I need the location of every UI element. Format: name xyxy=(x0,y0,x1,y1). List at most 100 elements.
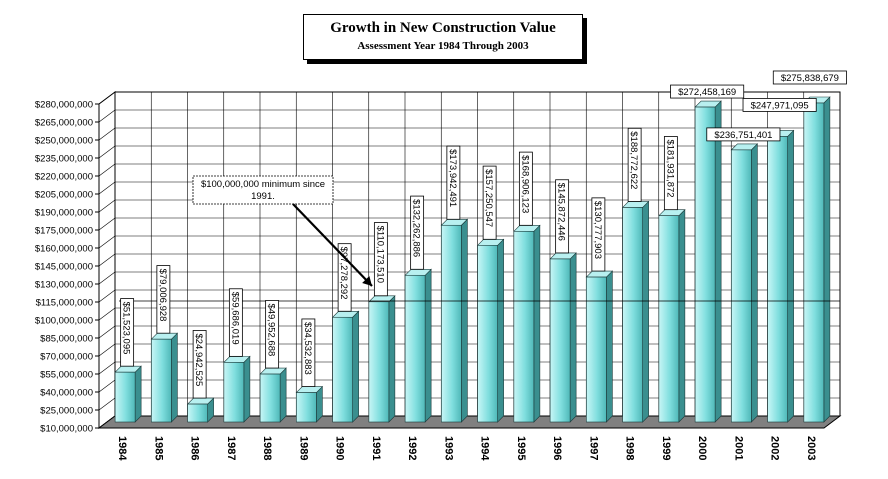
bar xyxy=(223,355,251,423)
y-tick-label: $25,000,000 xyxy=(40,406,93,417)
x-tick-label: 1987 xyxy=(225,436,237,460)
annotation-arrowhead xyxy=(362,276,372,286)
bar xyxy=(803,96,831,423)
grid-line-side xyxy=(98,361,116,375)
grid-line-side xyxy=(98,217,116,231)
annotation-text-2: 1991. xyxy=(251,191,275,202)
grid-line-side xyxy=(98,163,116,177)
data-label: $145,872,446 xyxy=(555,179,570,254)
svg-text:$181,931,872: $181,931,872 xyxy=(664,139,675,197)
x-tick-label: 2002 xyxy=(769,436,781,460)
y-tick-label: $235,000,000 xyxy=(35,154,93,165)
y-tick-label: $115,000,000 xyxy=(36,298,93,309)
bar xyxy=(440,218,469,423)
svg-text:$79,006,928: $79,006,928 xyxy=(157,269,168,322)
grid-line-side xyxy=(98,127,116,141)
x-tick-label: 1994 xyxy=(479,436,491,461)
grid-line-side xyxy=(98,343,116,357)
grid-line-side xyxy=(98,325,116,339)
y-tick-label: $265,000,000 xyxy=(35,118,93,129)
x-tick-label: 1984 xyxy=(116,436,128,461)
svg-text:$34,532,883: $34,532,883 xyxy=(302,322,313,375)
x-tick-label: 1998 xyxy=(624,436,636,460)
data-label: $275,838,679 xyxy=(772,70,847,85)
x-tick-label: 1995 xyxy=(515,436,527,460)
bar xyxy=(476,238,505,423)
y-tick-label: $220,000,000 xyxy=(35,172,93,183)
svg-text:$145,872,446: $145,872,446 xyxy=(556,183,567,241)
svg-text:$24,942,525: $24,942,525 xyxy=(193,333,204,386)
y-tick-label: $145,000,000 xyxy=(35,262,93,273)
y-tick-label: $40,000,000 xyxy=(40,388,93,399)
grid-line-side xyxy=(98,145,116,159)
x-tick-label: 2000 xyxy=(696,436,708,460)
svg-text:$110,173,510: $110,173,510 xyxy=(374,226,385,283)
svg-text:$51,523,095: $51,523,095 xyxy=(121,302,132,355)
bar xyxy=(331,310,360,423)
y-tick-label: $10,000,000 xyxy=(40,424,93,435)
y-tick-label: $175,000,000 xyxy=(35,226,93,237)
bar xyxy=(585,270,614,423)
svg-text:$275,838,679: $275,838,679 xyxy=(781,73,839,84)
y-tick-label: $160,000,000 xyxy=(35,244,93,255)
data-label: $188,772,622 xyxy=(627,127,642,202)
data-label: $59,686,019 xyxy=(228,288,243,357)
data-label: $34,532,883 xyxy=(301,318,316,387)
svg-text:$247,971,095: $247,971,095 xyxy=(751,100,809,111)
bar xyxy=(549,252,577,423)
x-tick-label: 1999 xyxy=(660,436,672,460)
chart-title-box: Growth in New Construction Value Assessm… xyxy=(303,14,583,60)
y-tick-label: $70,000,000 xyxy=(40,352,93,363)
bar xyxy=(766,129,795,423)
grid-line-side xyxy=(98,235,116,249)
y-axis-ticks: $10,000,000 $25,000,000 $40,000,000 $55,000… xyxy=(35,100,99,435)
data-label: $272,458,169 xyxy=(670,84,745,99)
svg-text:$272,458,169: $272,458,169 xyxy=(678,87,736,98)
y-tick-label: $205,000,000 xyxy=(35,190,93,201)
x-tick-label: 1986 xyxy=(189,436,201,460)
annotation-text-1: $100,000,000 minimum since xyxy=(201,179,325,190)
y-tick-label: $190,000,000 xyxy=(35,208,93,219)
data-label: $236,751,401 xyxy=(706,127,781,142)
svg-text:$236,751,401: $236,751,401 xyxy=(714,130,772,141)
data-labels: $51,523,095 $79,006,928 $24,942,525 $59,686… xyxy=(120,70,847,399)
data-label: $168,906,123 xyxy=(518,151,533,226)
bar xyxy=(150,332,179,423)
grid-line-side xyxy=(98,253,116,267)
data-label: $247,971,095 xyxy=(742,98,817,112)
grid-line-side xyxy=(98,289,116,303)
x-tick-label: 2003 xyxy=(805,436,817,460)
svg-text:$188,772,622: $188,772,622 xyxy=(628,131,639,189)
data-label: $173,942,491 xyxy=(446,145,461,220)
grid-line-side xyxy=(98,271,116,285)
svg-text:$130,777,903: $130,777,903 xyxy=(592,201,603,259)
grid-line-side xyxy=(98,199,116,213)
svg-text:$49,952,688: $49,952,688 xyxy=(266,303,277,356)
x-tick-label: 1990 xyxy=(334,436,346,460)
data-label: $130,777,903 xyxy=(591,197,606,272)
y-tick-label: $250,000,000 xyxy=(35,136,93,147)
bar xyxy=(259,367,287,423)
grid-line-side xyxy=(98,109,116,123)
svg-text:$132,262,886: $132,262,886 xyxy=(411,199,422,257)
annotation-box xyxy=(192,175,334,205)
data-label: $157,250,547 xyxy=(482,165,497,240)
data-label: $24,942,525 xyxy=(192,330,207,399)
x-tick-label: 1985 xyxy=(152,436,164,460)
data-label: $110,173,510 xyxy=(373,222,388,297)
data-label: $51,523,095 xyxy=(120,298,135,367)
y-tick-label: $55,000,000 xyxy=(40,370,93,381)
bar xyxy=(513,224,541,423)
data-label: $49,952,688 xyxy=(265,300,280,369)
svg-text:$97,278,292: $97,278,292 xyxy=(338,247,349,300)
svg-text:$157,250,547: $157,250,547 xyxy=(483,169,494,227)
y-tick-label: $100,000,000 xyxy=(35,316,93,327)
grid-line-side xyxy=(98,307,116,321)
grid-line-side xyxy=(98,91,116,105)
y-tick-label: $280,000,000 xyxy=(35,100,93,111)
grid-line-side xyxy=(98,397,116,411)
svg-text:$173,942,491: $173,942,491 xyxy=(447,149,458,207)
x-axis-ticks: 1984 1985 1986 1987 1988 1989 1990 1991 1992 1993… xyxy=(116,436,817,461)
